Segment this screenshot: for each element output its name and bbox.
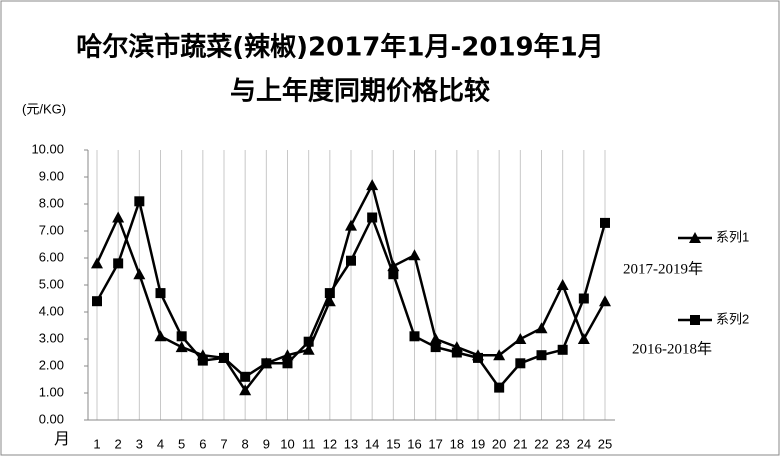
x-tick-label: 3 — [136, 436, 143, 451]
point-marker — [408, 249, 421, 261]
point-marker — [473, 352, 483, 363]
point-marker — [133, 268, 146, 280]
y-tick-label: 0.00 — [39, 411, 64, 426]
y-tick-label: 4.00 — [39, 303, 64, 318]
point-marker — [112, 211, 125, 223]
x-tick-label: 5 — [178, 436, 185, 451]
point-marker — [599, 295, 611, 307]
x-tick-label: 1 — [93, 436, 100, 451]
point-marker — [240, 371, 251, 382]
point-marker — [239, 384, 252, 396]
x-tick-label: 18 — [450, 436, 464, 451]
x-axis-label: 月 — [54, 431, 70, 448]
point-marker — [323, 295, 336, 307]
x-tick-label: 24 — [577, 436, 591, 451]
x-tick-label: 10 — [280, 436, 294, 451]
y-tick-label: 8.00 — [39, 195, 64, 210]
point-marker — [556, 279, 569, 290]
x-tick-label: 13 — [344, 436, 358, 451]
point-marker — [429, 333, 442, 344]
point-marker — [324, 288, 335, 299]
point-marker — [600, 217, 610, 228]
chart-title: 哈尔滨市蔬菜(辣椒)2017年1月-2019年1月 — [76, 32, 603, 63]
point-marker — [388, 269, 399, 280]
chart-subtitle: 与上年度同期价格比较 — [230, 76, 490, 107]
x-tick-label: 9 — [263, 436, 270, 451]
x-tick-label: 23 — [555, 436, 569, 451]
point-marker — [281, 349, 294, 361]
point-marker — [197, 355, 208, 366]
series-annotation: 2016-2018年 — [632, 340, 712, 357]
point-marker — [113, 258, 124, 269]
y-tick-label: 9.00 — [39, 168, 64, 183]
legend-marker — [690, 315, 700, 325]
x-tick-label: 15 — [386, 436, 400, 451]
x-tick-label: 8 — [242, 436, 249, 451]
y-tick-label: 5.00 — [39, 276, 64, 291]
point-marker — [219, 352, 229, 363]
x-tick-label: 4 — [157, 436, 164, 451]
x-tick-label: 7 — [220, 436, 227, 451]
point-marker — [302, 343, 315, 355]
point-marker — [515, 358, 526, 369]
x-tick-label: 11 — [302, 436, 316, 451]
y-tick-label: 2.00 — [39, 357, 64, 372]
point-marker — [303, 336, 314, 347]
x-tick-label: 19 — [471, 436, 485, 451]
x-tick-label: 21 — [513, 436, 527, 451]
x-tick-label: 16 — [407, 436, 421, 451]
x-tick-label: 12 — [323, 436, 337, 451]
x-tick-label: 6 — [199, 436, 206, 451]
y-tick-label: 1.00 — [39, 384, 64, 399]
x-tick-label: 17 — [428, 436, 442, 451]
point-marker — [451, 347, 462, 358]
point-marker — [261, 358, 272, 369]
y-tick-label: 7.00 — [39, 222, 64, 237]
y-tick-label: 6.00 — [39, 249, 64, 264]
y-tick-label: 10.00 — [31, 141, 64, 156]
point-marker — [176, 331, 187, 342]
point-marker — [536, 350, 547, 361]
legend-label: 系列2 — [716, 311, 749, 326]
point-marker — [282, 358, 293, 369]
point-marker — [366, 179, 379, 191]
point-marker — [514, 333, 527, 344]
x-tick-label: 2 — [115, 436, 122, 451]
point-marker — [578, 293, 589, 304]
point-marker — [92, 296, 102, 307]
point-marker — [367, 212, 378, 223]
point-marker — [154, 330, 167, 342]
legend-marker — [689, 232, 701, 243]
point-marker — [134, 196, 145, 207]
point-marker — [91, 257, 103, 269]
point-marker — [345, 219, 357, 231]
x-tick-label: 20 — [492, 436, 506, 451]
point-marker — [493, 349, 506, 361]
point-marker — [430, 342, 441, 353]
point-marker — [535, 322, 548, 334]
y-axis-label: (元/KG) — [22, 101, 66, 116]
x-tick-label: 25 — [598, 436, 612, 451]
point-marker — [494, 382, 505, 393]
point-marker — [409, 331, 420, 342]
point-marker — [577, 333, 590, 344]
x-tick-label: 22 — [534, 436, 548, 451]
series-annotation: 2017-2019年 — [623, 260, 703, 277]
x-tick-label: 14 — [365, 436, 379, 451]
point-marker — [155, 288, 166, 299]
legend-label: 系列1 — [716, 229, 749, 244]
point-marker — [557, 344, 568, 355]
y-tick-label: 3.00 — [39, 330, 64, 345]
point-marker — [346, 255, 356, 266]
point-marker — [175, 341, 188, 353]
